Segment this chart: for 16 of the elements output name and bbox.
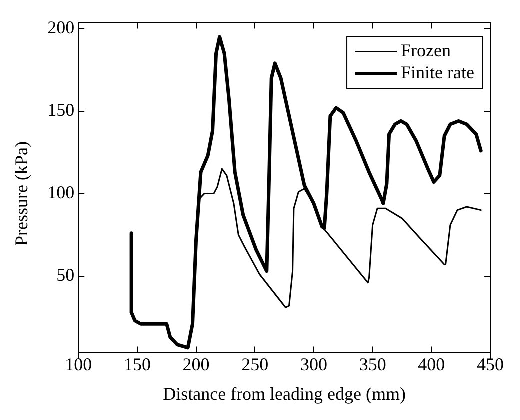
x-tick-label: 200 (182, 354, 210, 374)
y-tick-label: 150 (48, 100, 75, 120)
x-axis-title: Distance from leading edge (mm) (163, 384, 406, 404)
y-tick-label: 200 (48, 18, 75, 38)
x-tick-label: 350 (359, 354, 386, 374)
y-axis-title: Pressure (kPa) (12, 142, 32, 246)
x-tick-label: 400 (418, 354, 446, 374)
y-tick-label: 100 (48, 182, 75, 203)
legend-label: Finite rate (401, 62, 475, 83)
legend-label: Frozen (401, 40, 452, 61)
x-tick-label: 300 (300, 354, 328, 374)
y-tick-label: 50 (56, 265, 75, 286)
x-tick-label: 100 (65, 354, 92, 374)
x-tick-label: 150 (124, 354, 151, 374)
x-tick-label: 450 (477, 354, 504, 374)
x-tick-label: 250 (242, 354, 269, 374)
